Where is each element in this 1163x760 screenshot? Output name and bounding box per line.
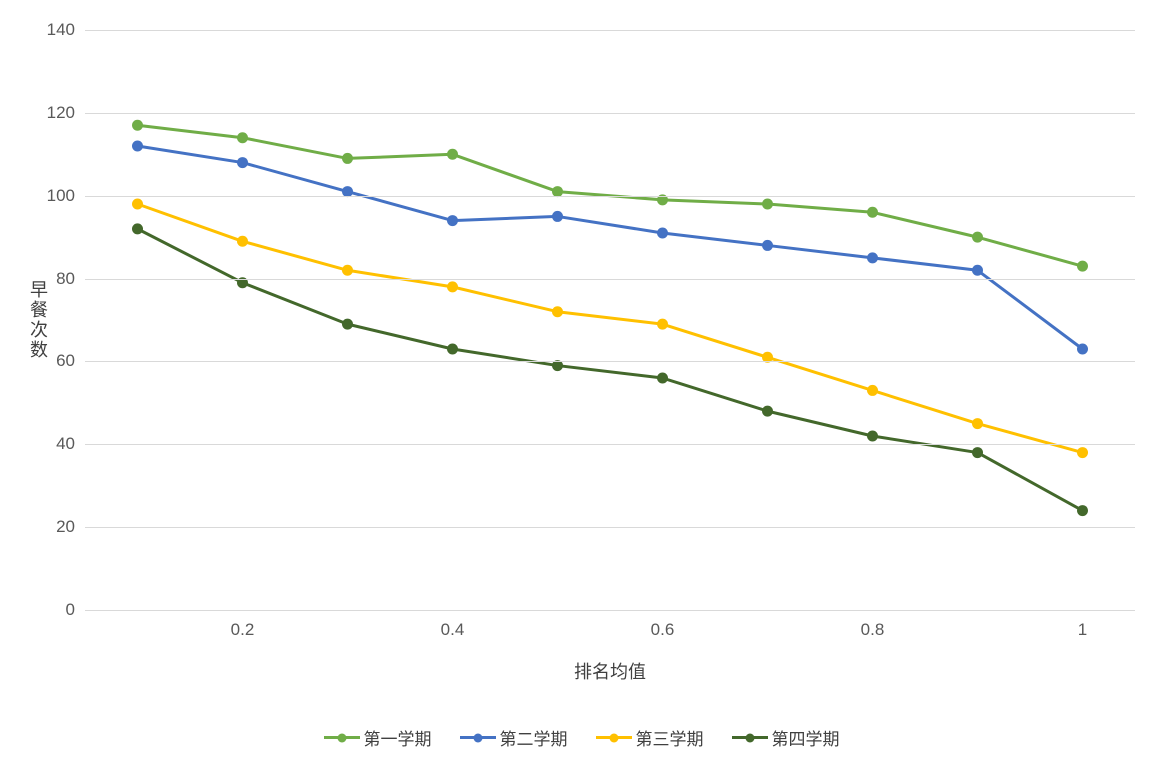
legend-marker-icon: [473, 733, 482, 742]
y-tick-label: 120: [47, 103, 85, 123]
series-marker: [237, 157, 248, 168]
legend-item: 第三学期: [596, 725, 704, 750]
legend-line-icon: [596, 736, 632, 739]
gridline: [85, 279, 1135, 280]
x-tick-label: 0.2: [231, 610, 255, 640]
series-marker: [867, 207, 878, 218]
series-marker: [132, 223, 143, 234]
legend-label: 第四学期: [772, 725, 840, 750]
gridline: [85, 196, 1135, 197]
legend-line-icon: [732, 736, 768, 739]
gridline: [85, 527, 1135, 528]
legend-line-icon: [460, 736, 496, 739]
legend-label: 第三学期: [636, 725, 704, 750]
series-marker: [132, 199, 143, 210]
x-tick-label: 0.6: [651, 610, 675, 640]
series-marker: [867, 385, 878, 396]
x-tick-label: 1: [1078, 610, 1087, 640]
series-marker: [657, 319, 668, 330]
series-marker: [867, 431, 878, 442]
series-marker: [1077, 261, 1088, 272]
x-tick-label: 0.4: [441, 610, 465, 640]
chart-lines-svg: [85, 30, 1135, 610]
series-marker: [237, 132, 248, 143]
y-tick-label: 140: [47, 20, 85, 40]
series-marker: [762, 199, 773, 210]
legend-line-icon: [324, 736, 360, 739]
gridline: [85, 361, 1135, 362]
legend: 第一学期 第二学期 第三学期 第四学期: [324, 725, 840, 750]
series-marker: [972, 418, 983, 429]
gridline: [85, 113, 1135, 114]
series-marker: [867, 252, 878, 263]
y-tick-label: 0: [66, 600, 85, 620]
y-tick-label: 80: [56, 269, 85, 289]
y-tick-label: 100: [47, 186, 85, 206]
series-marker: [657, 373, 668, 384]
series-marker: [972, 447, 983, 458]
series-marker: [657, 228, 668, 239]
legend-label: 第一学期: [364, 725, 432, 750]
series-marker: [762, 240, 773, 251]
legend-label: 第二学期: [500, 725, 568, 750]
series-marker: [342, 319, 353, 330]
legend-marker-icon: [745, 733, 754, 742]
y-axis-title: 早餐次数: [25, 280, 51, 360]
series-marker: [447, 215, 458, 226]
legend-item: 第二学期: [460, 725, 568, 750]
series-marker: [552, 211, 563, 222]
series-marker: [552, 306, 563, 317]
series-marker: [342, 153, 353, 164]
series-marker: [762, 406, 773, 417]
series-marker: [1077, 505, 1088, 516]
x-tick-label: 0.8: [861, 610, 885, 640]
series-marker: [1077, 447, 1088, 458]
series-line: [138, 229, 1083, 511]
series-marker: [132, 141, 143, 152]
y-tick-label: 20: [56, 517, 85, 537]
series-marker: [237, 236, 248, 247]
plot-area: 早餐次数 排名均值 0204060801001201400.20.40.60.8…: [85, 30, 1135, 610]
legend-marker-icon: [609, 733, 618, 742]
series-marker: [972, 232, 983, 243]
series-line: [138, 204, 1083, 453]
series-marker: [1077, 344, 1088, 355]
line-chart: 早餐次数 排名均值 0 20 40 60 80 100 120 140 0.2 0.4 0.6 0.8…: [0, 0, 1163, 760]
series-marker: [132, 120, 143, 131]
series-marker: [447, 344, 458, 355]
legend-item: 第一学期: [324, 725, 432, 750]
legend-item: 第四学期: [732, 725, 840, 750]
x-axis-title: 排名均值: [574, 658, 646, 684]
gridline: [85, 30, 1135, 31]
series-marker: [972, 265, 983, 276]
series-marker: [447, 281, 458, 292]
series-marker: [342, 265, 353, 276]
legend-marker-icon: [337, 733, 346, 742]
series-marker: [447, 149, 458, 160]
y-tick-label: 60: [56, 351, 85, 371]
y-tick-label: 40: [56, 434, 85, 454]
gridline: [85, 444, 1135, 445]
